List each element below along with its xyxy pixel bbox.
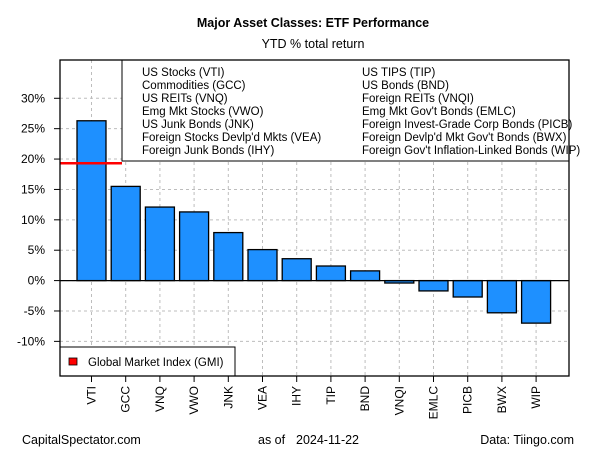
x-tick-label-emlc: EMLC [427,386,441,420]
footer-as-of: as of [258,433,286,447]
x-tick-label-vea: VEA [256,386,270,410]
x-tick-label-vwo: VWO [187,386,201,415]
bar-wip [520,279,552,324]
x-axis: VTI GCC VNQ VWO JNK VEA IHY TIP BND VNQI EMLC PICB B… [85,376,543,420]
x-tick-label-bwx: BWX [495,386,509,413]
y-tick-label: 30% [21,91,45,105]
y-tick-label: 5% [28,243,46,257]
chart-title: Major Asset Classes: ETF Performance [197,16,429,30]
y-tick-label: 20% [21,152,45,166]
legend-entry: US Bonds (BND) [362,80,449,92]
bars [76,120,552,324]
gmi-legend-swatch [68,357,78,366]
legend-entry: US REITs (VNQ) [142,93,228,105]
x-tick-label-picb: PICB [461,386,475,414]
x-tick-label-bnd: BND [358,386,372,412]
legend-entry: US TIPS (TIP) [362,67,435,79]
x-tick-label-wip: WIP [529,386,543,409]
bar-jnk [213,231,244,282]
y-tick-label: 25% [21,122,45,136]
bar-gcc [110,185,141,282]
legend-entry: Emg Mkt Stocks (VWO) [142,106,264,118]
x-tick-label-vnq: VNQ [153,386,167,412]
x-tick-label-ihy: IHY [290,386,304,406]
x-tick-label-gcc: GCC [119,386,133,413]
gmi-legend-box [59,346,236,377]
x-tick-label-vti: VTI [85,386,99,405]
legend-right-column: US TIPS (TIP)US Bonds (BND)Foreign REITs… [362,67,580,157]
legend-entry: Commodities (GCC) [142,80,246,92]
y-axis: -10% -5% 0% 5% 10% 15% 20% 25% 30% [17,91,60,348]
x-tick-label-jnk: JNK [221,386,235,409]
bar-picb [452,279,483,298]
legend-entry: US Junk Bonds (JNK) [142,119,254,131]
bar-bnd [349,270,381,282]
legend-box [121,59,570,162]
footer-date: 2024-11-22 [296,433,359,447]
legend-entry: US Stocks (VTI) [142,67,225,79]
bar-tip [315,265,347,282]
gmi-legend-label: Global Market Index (GMI) [88,357,224,369]
y-tick-label: -5% [24,304,46,318]
legend-entry: Foreign Junk Bonds (IHY) [142,145,274,157]
bar-vnq [144,206,176,282]
x-tick-label-tip: TIP [324,386,338,405]
y-tick-label: -10% [17,334,45,348]
chart-subtitle: YTD % total return [262,37,365,51]
bar-ihy [281,258,312,282]
legend: US Stocks (VTI)Commodities (GCC)US REITs… [121,59,580,162]
legend-entry: Foreign Invest-Grade Corp Bonds (PICB) [362,119,572,131]
bar-bwx [486,279,518,314]
legend-entry: Foreign Devlp'd Mkt Gov't Bonds (BWX) [362,132,567,144]
y-tick-label: 0% [28,274,46,288]
x-tick-label-vnqi: VNQI [392,386,406,415]
footer-source: CapitalSpectator.com [22,433,141,447]
bar-vti [76,120,107,282]
bar-emlc [418,279,449,292]
legend-entry: Foreign Stocks Devlp'd Mkts (VEA) [142,132,321,144]
footer-data-credit: Data: Tiingo.com [480,433,574,447]
legend-entry: Emg Mkt Gov't Bonds (EMLC) [362,106,516,118]
y-tick-label: 10% [21,213,45,227]
plot-frame [59,59,570,377]
legend-entry: Foreign REITs (VNQI) [362,93,474,105]
bar-vea [247,248,278,282]
legend-entry: Foreign Gov't Inflation-Linked Bonds (WI… [362,145,580,157]
gmi-legend: Global Market Index (GMI) [59,346,236,377]
bar-vwo [178,211,210,282]
legend-left-column: US Stocks (VTI)Commodities (GCC)US REITs… [142,67,321,157]
y-tick-label: 15% [21,182,45,196]
